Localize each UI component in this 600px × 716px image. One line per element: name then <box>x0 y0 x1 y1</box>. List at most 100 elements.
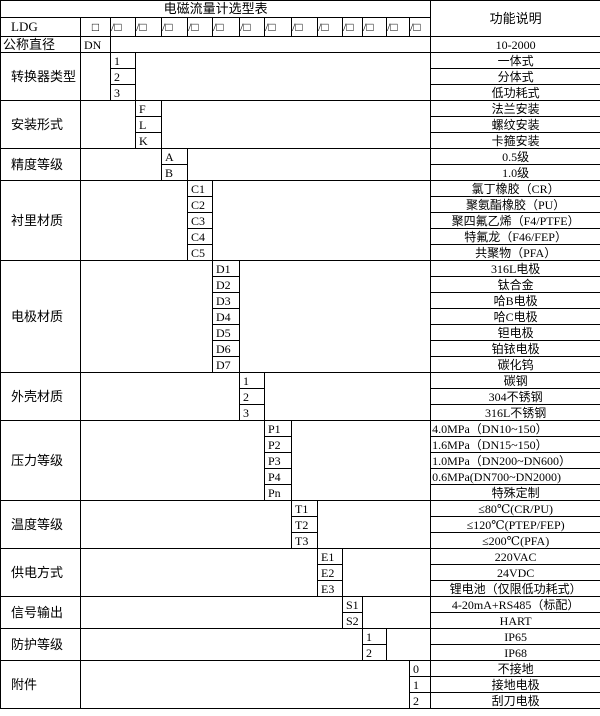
option-row: 压力等级 P1 4.0MPa（DN10~150） <box>0 420 600 501</box>
group-label: 信号输出 <box>0 596 81 629</box>
blank-cell <box>263 372 432 421</box>
model-prefix: LDG <box>0 17 81 37</box>
option-desc: 锂电池（仅限低功耗式） <box>430 580 600 597</box>
group-label: 外壳材质 <box>0 372 81 421</box>
option-code: B <box>161 164 188 181</box>
blank-cell <box>80 260 213 373</box>
option-code: E2 <box>317 564 343 581</box>
option-row: 信号输出 S1 4-20mA+RS485（标配） <box>0 596 600 629</box>
option-row: P3 1.0MPa（DN200~DN600） <box>1 452 600 469</box>
group-label: 防护等级 <box>0 628 81 661</box>
nominal-diameter-desc: 10-2000 <box>430 36 600 53</box>
option-row: P4 0.6MPa(DN700~DN2000) <box>1 468 600 485</box>
option-desc: 0.6MPa(DN700~DN2000) <box>430 468 600 485</box>
option-code: C1 <box>187 180 213 197</box>
blank-cell <box>238 260 432 373</box>
option-code: D2 <box>212 276 240 293</box>
group-label: 精度等级 <box>0 148 81 181</box>
model-box: /□ <box>187 17 213 37</box>
option-desc: ≤200℃(PFA) <box>430 532 600 549</box>
group-label: 温度等级 <box>0 500 81 549</box>
option-desc: 特殊定制 <box>430 484 600 501</box>
option-desc: 1.6MPa（DN15~150） <box>430 436 600 453</box>
group-label: 转换器类型 <box>0 52 81 101</box>
option-code: 2 <box>239 388 265 405</box>
option-code: S2 <box>342 612 363 629</box>
option-row: 供电方式 E1 220VAC <box>0 548 600 597</box>
option-code: C4 <box>187 228 213 245</box>
option-code: F <box>135 100 162 117</box>
option-desc: IP65 <box>430 628 600 645</box>
option-row: K 卡箍安装 <box>1 132 600 149</box>
group-label: 安装形式 <box>0 100 81 149</box>
option-desc: 316L电极 <box>430 260 600 277</box>
option-code: E1 <box>317 548 343 565</box>
option-row: D4 哈C电极 <box>1 308 600 325</box>
option-desc: ≤120℃(PTEP/FEP) <box>430 516 600 533</box>
nominal-diameter-code: DN <box>80 36 111 53</box>
option-code: 3 <box>239 404 265 421</box>
option-row: E3 锂电池（仅限低功耗式） <box>1 580 600 597</box>
blank-cell <box>211 180 432 261</box>
model-box: /□ <box>408 17 432 37</box>
option-code: L <box>135 116 162 133</box>
option-code: P2 <box>264 436 292 453</box>
option-code: T2 <box>291 516 318 533</box>
model-box: /□ <box>291 17 318 37</box>
option-code: S1 <box>342 596 363 613</box>
option-row: C5 共聚物（PFA） <box>1 244 600 261</box>
option-code: 1 <box>362 628 387 645</box>
option-code: D4 <box>212 308 240 325</box>
option-code: T1 <box>291 500 318 517</box>
model-box: /□ <box>264 17 292 37</box>
group-label: 压力等级 <box>0 420 81 501</box>
option-desc: 哈B电极 <box>430 292 600 309</box>
option-code: T3 <box>291 532 318 549</box>
blank-cell <box>80 420 265 501</box>
option-row: 转换器类型 1 一体式 <box>0 52 600 101</box>
option-code: C3 <box>187 212 213 229</box>
model-first-box: □ <box>80 17 111 37</box>
option-desc: 接地电极 <box>430 676 600 693</box>
model-box: /□ <box>317 17 343 37</box>
option-code: D6 <box>212 340 240 357</box>
option-desc: 法兰安装 <box>430 100 600 117</box>
option-desc: 铂铱电极 <box>430 340 600 357</box>
option-row: P2 1.6MPa（DN15~150） <box>1 436 600 453</box>
option-row: 安装形式 F 法兰安装 <box>0 100 600 149</box>
blank-cell <box>80 148 162 181</box>
model-box: /□ <box>161 17 188 37</box>
option-desc: 钛合金 <box>430 276 600 293</box>
option-code: 2 <box>362 644 387 661</box>
blank-cell <box>290 420 432 501</box>
option-row: S2 HART <box>1 612 600 629</box>
blank-cell <box>109 36 432 53</box>
option-desc: 1.0级 <box>430 164 600 181</box>
model-box: /□ <box>212 17 240 37</box>
model-box: /□ <box>135 17 162 37</box>
option-row: 外壳材质 1 碳钢 <box>0 372 600 421</box>
option-desc: 4-20mA+RS485（标配） <box>430 596 600 613</box>
blank-cell <box>80 52 111 101</box>
option-row: C2 聚氨酯橡胶（PU） <box>1 196 600 213</box>
function-header: 功能说明 <box>430 0 600 37</box>
option-desc: 4.0MPa（DN10~150） <box>430 420 600 437</box>
option-row: 3 低功耗式 <box>1 84 600 101</box>
option-desc: IP68 <box>430 644 600 661</box>
option-code: Pn <box>264 484 292 501</box>
blank-cell <box>80 660 410 709</box>
blank-cell <box>160 100 432 149</box>
option-code: 2 <box>110 68 136 85</box>
option-desc: HART <box>430 612 600 629</box>
option-row: B 1.0级 <box>1 164 600 181</box>
option-desc: 聚氨酯橡胶（PU） <box>430 196 600 213</box>
option-desc: 钽电极 <box>430 324 600 341</box>
option-row: C3 聚四氟乙烯（F4/PTFE） <box>1 212 600 229</box>
group-label: 衬里材质 <box>0 180 81 261</box>
option-code: K <box>135 132 162 149</box>
blank-cell <box>80 548 318 597</box>
blank-cell <box>80 372 240 421</box>
model-box: /□ <box>110 17 136 37</box>
option-desc: 220VAC <box>430 548 600 565</box>
